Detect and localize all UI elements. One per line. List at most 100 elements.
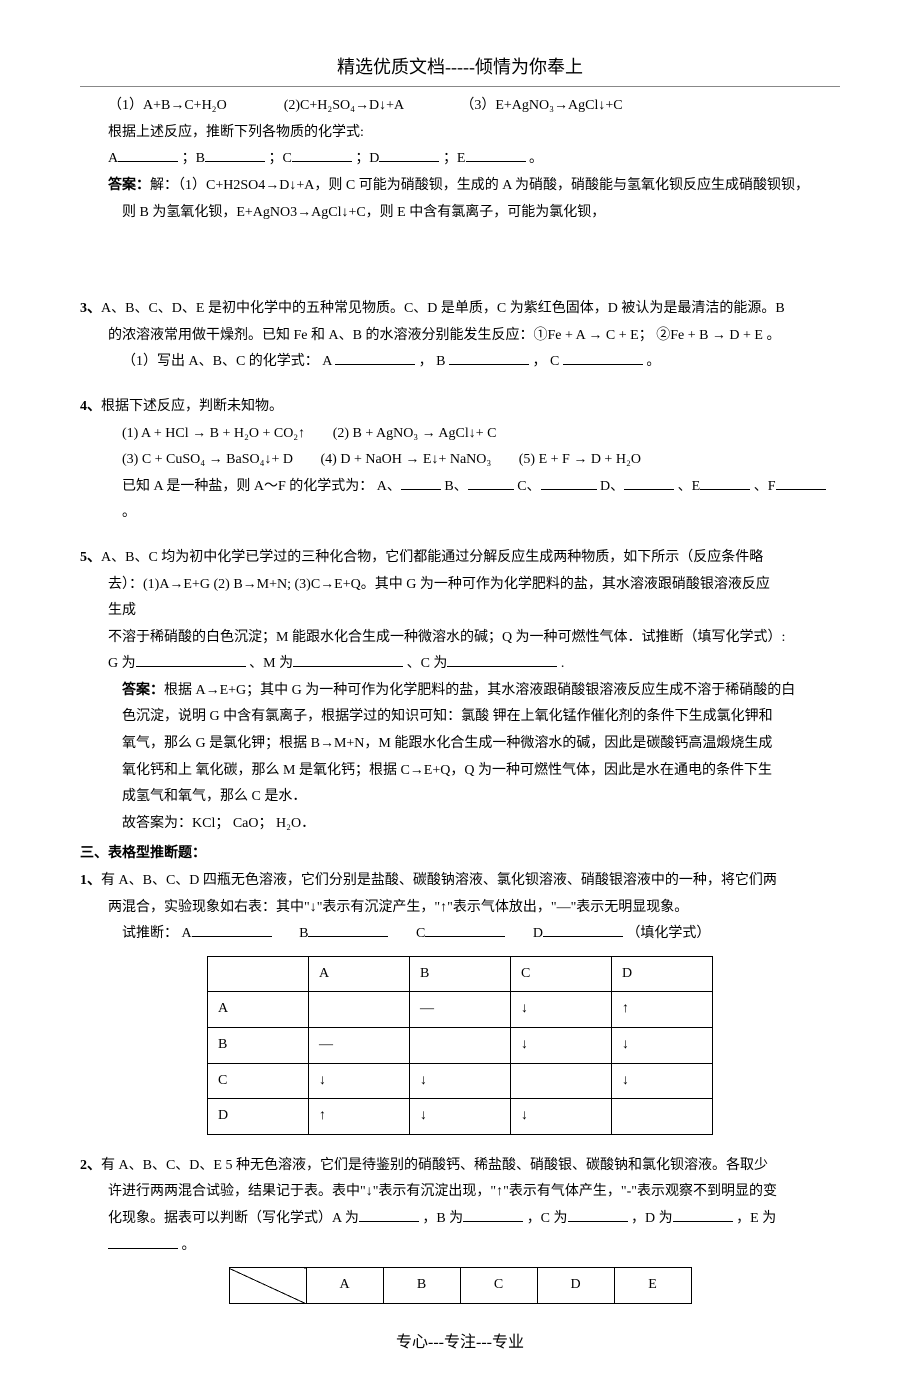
q5-t4: 不溶于稀硝酸的白色沉淀；M 能跟水化合生成一种微溶水的碱；Q 为一种可燃性气体．…	[108, 625, 840, 652]
s3-q1-lb: B	[299, 926, 308, 941]
q4-known: 已知 A 是一种盐，则 A～F 的化学式为： A、 B、 C、 D、 、E 、F…	[122, 474, 840, 527]
q4-blank-b[interactable]	[468, 475, 514, 490]
q3-blank-a[interactable]	[335, 350, 415, 365]
fill-blanks-line: A ；B ；C ；D ；E 。	[108, 146, 840, 173]
s3-q1-bc[interactable]	[425, 922, 505, 937]
s3-q1-end: （填化学式）	[626, 926, 710, 941]
cell: ↓	[511, 1028, 612, 1064]
blank-a[interactable]	[118, 147, 178, 162]
s3-q1-bd[interactable]	[543, 922, 623, 937]
q5-t3: 生成	[108, 598, 840, 625]
label-e: ；E	[443, 151, 466, 166]
page-header: 精选优质文档-----倾情为你奉上	[80, 50, 840, 84]
s3-q2-t3-text: 化现象。据表可以判断（写化学式）A 为	[108, 1211, 359, 1226]
s3-q2-bb[interactable]	[463, 1207, 523, 1222]
answer-line1: 解：（1）C+H2SO4→D↓+A，则 C 可能为硝酸钡，生成的 A 为硝酸，硝…	[150, 178, 809, 193]
end-punct: 。	[529, 151, 543, 166]
s3-q2-be[interactable]	[108, 1234, 178, 1249]
s3-q1-bb[interactable]	[308, 922, 388, 937]
question-3: 3、A、B、C、D、E 是初中化学中的五种常见物质。C、D 是单质，C 为紫红色…	[80, 296, 840, 323]
s3-q1: 1、有 A、B、C、D 四瓶无色溶液，它们分别是盐酸、碳酸钠溶液、氯化钡溶液、硝…	[80, 868, 840, 895]
q5-fill: G 为 、M 为 、C 为 .	[108, 651, 840, 678]
page-footer: 专心---专注---专业	[80, 1328, 840, 1358]
cell: D	[208, 1099, 309, 1135]
q4-blank-f[interactable]	[776, 475, 826, 490]
s3-q2-bd[interactable]	[673, 1207, 733, 1222]
q3-blank-c[interactable]	[563, 350, 643, 365]
blank-d[interactable]	[379, 147, 439, 162]
s3-q2-le: ，E 为	[736, 1211, 776, 1226]
q4-blank-a[interactable]	[401, 475, 441, 490]
q3-end: 。	[646, 354, 660, 369]
q3-sub1-text: （1）写出 A、B、C 的化学式： A	[122, 354, 335, 369]
section-3-title: 三、表格型推断题：	[80, 841, 840, 868]
q5-a5: 成氢气和氧气，那么 C 是水．	[122, 784, 840, 811]
blank-c[interactable]	[292, 147, 352, 162]
reaction-1: （1）A+B→C+H₂O	[108, 98, 227, 113]
s3-q2-end: 。	[182, 1238, 196, 1253]
label-b: ；B	[182, 151, 205, 166]
label-c: ；C	[268, 151, 291, 166]
q4-blank-c[interactable]	[541, 475, 597, 490]
s3-q1-table: A B C D A — ↓ ↑ B — ↓ ↓ C ↓ ↓ ↓ D ↑ ↓ ↓	[207, 956, 713, 1135]
answer-block: 答案：解：（1）C+H2SO4→D↓+A，则 C 可能为硝酸钡，生成的 A 为硝…	[108, 173, 840, 200]
reaction-3: （3）E+AgNO₃→AgCl↓+C	[460, 98, 622, 113]
s3-q2-lb: ，B 为	[422, 1211, 463, 1226]
blank-e[interactable]	[466, 147, 526, 162]
answer-label: 答案：	[108, 178, 150, 193]
q3-blank-b[interactable]	[449, 350, 529, 365]
q5-blank-m[interactable]	[293, 652, 403, 667]
th-e: E	[614, 1268, 691, 1304]
cell: ↓	[612, 1063, 713, 1099]
cell	[309, 992, 410, 1028]
s3-q2-lc: ，C 为	[527, 1211, 568, 1226]
q5-blank-c[interactable]	[447, 652, 557, 667]
th-b: B	[410, 956, 511, 992]
th-c: C	[460, 1268, 537, 1304]
q4-blank-d[interactable]	[624, 475, 674, 490]
cell: —	[410, 992, 511, 1028]
question-5: 5、A、B、C 均为初中化学已学过的三种化合物，它们都能通过分解反应生成两种物质…	[80, 545, 840, 572]
s3-q1-num: 1、	[80, 873, 101, 888]
q4-row1: (1) A + HCl → B + H₂O + CO₂↑ (2) B + AgN…	[122, 421, 840, 448]
q4-r2: (2) B + AgNO₃ → AgCl↓+ C	[333, 426, 497, 441]
s3-q2-t1: 有 A、B、C、D、E 5 种无色溶液，它们是待鉴别的硝酸钙、稀盐酸、硝酸银、碳…	[101, 1158, 768, 1173]
q4-known-text: 已知 A 是一种盐，则 A～F 的化学式为： A、	[122, 479, 401, 494]
th-b: B	[383, 1268, 460, 1304]
q4-lb-e: 、E	[678, 479, 701, 494]
q5-end: .	[561, 656, 565, 671]
s3-q1-t2: 两混合，实验现象如右表：其中"↓"表示有沉淀产生，"↑"表示气体放出，"—"表示…	[108, 895, 840, 922]
q3-sub1: （1）写出 A、B、C 的化学式： A ， B ， C 。	[122, 349, 840, 376]
table-row: A B C D	[208, 956, 713, 992]
q5-t1: A、B、C 均为初中化学已学过的三种化合物，它们都能通过分解反应生成两种物质，如…	[101, 550, 763, 565]
cell: A	[208, 992, 309, 1028]
cell: ↓	[410, 1099, 511, 1135]
q5-a4: 氧化钙和上 氧化碳，那么 M 是氧化钙；根据 C→E+Q，Q 为一种可燃性气体，…	[122, 758, 840, 785]
answer-line2: 则 B 为氢氧化钡，E+AgNO3→AgCl↓+C，则 E 中含有氯离子，可能为…	[122, 200, 840, 227]
s3-q2-ba[interactable]	[359, 1207, 419, 1222]
th-a: A	[306, 1268, 383, 1304]
th-a: A	[309, 956, 410, 992]
cell	[511, 1063, 612, 1099]
s3-q1-infer: 试推断： A B C D （填化学式）	[122, 921, 840, 948]
q4-end: 。	[122, 505, 136, 520]
q5-a6: 故答案为：KCl； CaO； H₂O．	[122, 811, 840, 838]
th-d: D	[537, 1268, 614, 1304]
q3-text1: A、B、C、D、E 是初中化学中的五种常见物质。C、D 是单质，C 为紫红色固体…	[101, 301, 785, 316]
infer-prompt: 根据上述反应，推断下列各物质的化学式:	[108, 120, 840, 147]
q4-r1: (1) A + HCl → B + H₂O + CO₂↑	[122, 426, 305, 441]
s3-q1-lc: C	[416, 926, 425, 941]
q4-lb-b: B、	[444, 479, 467, 494]
q5-c: 、C 为	[407, 656, 448, 671]
q5-a3: 氧气，那么 G 是氯化钾；根据 B→M+N，M 能跟水化合生成一种微溶水的碱，因…	[122, 731, 840, 758]
q5-blank-g[interactable]	[136, 652, 246, 667]
q5-a2: 色沉淀，说明 G 中含有氯离子，根据学过的知识可知：氯酸 钾在上氧化锰作催化剂的…	[122, 704, 840, 731]
blank-b[interactable]	[205, 147, 265, 162]
s3-q1-ba[interactable]	[192, 922, 272, 937]
question-4: 4、根据下述反应，判断未知物。	[80, 394, 840, 421]
q4-blank-e[interactable]	[700, 475, 750, 490]
cell: ↓	[410, 1063, 511, 1099]
s3-q2-bc[interactable]	[568, 1207, 628, 1222]
cell: ↑	[309, 1099, 410, 1135]
q4-r3: (3) C + CuSO₄ → BaSO₄↓+ D	[122, 452, 293, 467]
